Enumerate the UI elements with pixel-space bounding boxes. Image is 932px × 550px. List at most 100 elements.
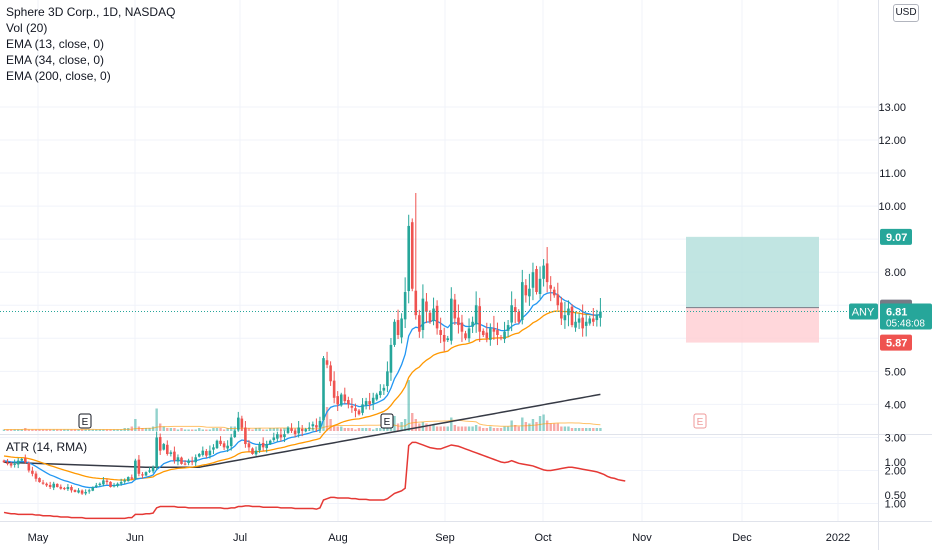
volume-bar (283, 428, 286, 431)
volume-bar (276, 428, 279, 431)
currency-button[interactable]: USD (893, 4, 919, 22)
candle-body (148, 470, 151, 472)
candle-body (361, 404, 364, 413)
candle-body (560, 302, 563, 319)
volume-bar (538, 416, 542, 431)
volume-bar (428, 425, 432, 431)
volume-bar (439, 426, 442, 431)
candle-body (126, 477, 130, 482)
volume-bar (361, 428, 364, 431)
price-tick-label: 3.00 (885, 432, 906, 444)
last-price-bg (880, 303, 932, 330)
candle-body (215, 440, 219, 449)
candle-body (158, 437, 162, 451)
candle-body (20, 458, 24, 461)
candle-body (279, 434, 283, 438)
time-tick-label: Nov (632, 532, 652, 544)
target-price-label: 9.07 (880, 228, 912, 245)
candle-body (403, 292, 407, 320)
time-tick-label: May (28, 532, 49, 544)
volume-bar (329, 419, 332, 431)
candle-body (584, 321, 588, 326)
candle-body (229, 437, 233, 447)
candle-body (410, 222, 414, 289)
candle-body (45, 483, 48, 486)
candle-body (226, 445, 229, 449)
volume-bar (91, 429, 94, 431)
legend-atr[interactable]: ATR (14, RMA) (6, 440, 88, 454)
candle-body (453, 299, 457, 319)
volume-bar (198, 428, 201, 431)
volume-bar (9, 429, 13, 431)
volume-bar (517, 426, 520, 431)
candle-body (524, 285, 528, 296)
candle-body (467, 328, 471, 339)
last-price-text: 6.81 (886, 307, 907, 319)
volume-bar (77, 429, 80, 431)
candle-body (151, 467, 155, 472)
volume-bar (567, 426, 570, 431)
volume-bar (467, 426, 471, 431)
volume-bar (574, 428, 577, 431)
volume-bar (343, 428, 346, 431)
candle-body (311, 424, 315, 427)
candle-body (457, 317, 460, 326)
volume-bar (368, 428, 371, 431)
stop-price-label: 5.87 (880, 334, 912, 351)
candle-body (496, 330, 499, 335)
volume-bar (542, 414, 545, 431)
legend-ema200[interactable]: EMA (200, close, 0) (6, 69, 111, 83)
candle-body (595, 315, 599, 321)
candle-body (6, 462, 9, 464)
candle-body (31, 470, 34, 474)
volume-bar (151, 426, 155, 431)
volume-bar (524, 422, 528, 431)
volume-bar (215, 428, 219, 431)
candle-body (208, 450, 212, 456)
earnings-marker-box (693, 413, 707, 429)
volume-bar (570, 428, 574, 431)
candle-body (247, 443, 251, 448)
volume-bar (112, 429, 116, 431)
legend-vol[interactable]: Vol (20) (6, 21, 48, 35)
volume-bar (375, 428, 378, 431)
legend-ema34[interactable]: EMA (34, close, 0) (6, 53, 105, 67)
volume-bar (489, 426, 492, 431)
volume-bar (2, 429, 6, 431)
candle-body (134, 460, 137, 479)
atr-line (3, 441, 626, 520)
candle-body (286, 427, 290, 433)
candle-body (183, 463, 187, 465)
candle-body (109, 481, 112, 488)
candle-body (268, 440, 272, 445)
volume-bar (403, 419, 407, 431)
volume-bar (119, 429, 123, 431)
candle-body (176, 457, 180, 462)
candle-body (201, 450, 205, 455)
volume-bar (80, 429, 84, 431)
candle-body (538, 278, 542, 294)
candle-body (329, 365, 332, 382)
volume-bar (194, 429, 197, 431)
volume-bar (588, 428, 591, 431)
volume-bar (109, 429, 112, 431)
volume-bar (251, 429, 254, 431)
volume-bar (226, 428, 229, 431)
volume-bar (254, 428, 258, 431)
candle-body (180, 457, 183, 464)
candle-body (364, 401, 368, 406)
volume-bar (443, 426, 446, 431)
candle-body (155, 437, 158, 468)
candle-body (535, 269, 538, 293)
volume-bar (325, 407, 329, 431)
legend-ema13[interactable]: EMA (13, close, 0) (6, 37, 105, 51)
candle-body (112, 485, 116, 487)
candle-body (24, 458, 27, 463)
candle-body (325, 360, 329, 365)
volume-bar (414, 419, 417, 431)
volume-bar (364, 428, 368, 431)
volume-bar (201, 429, 204, 431)
volume-bar (379, 428, 382, 431)
